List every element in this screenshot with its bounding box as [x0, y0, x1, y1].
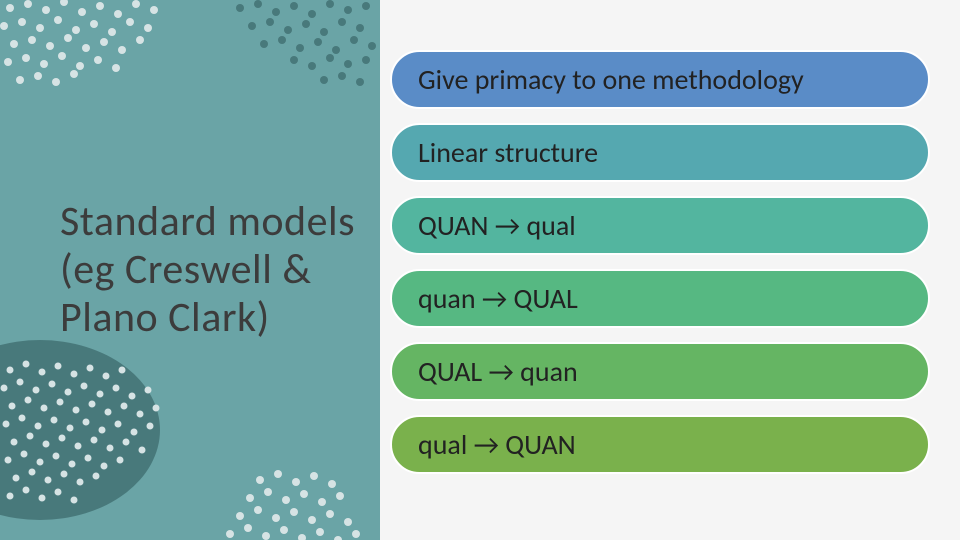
pill-0-text: Give primacy to one methodology — [418, 62, 804, 97]
pill-1-text: Linear structure — [418, 135, 598, 170]
left-panel: Standard models (eg Creswell & Plano Cla… — [0, 0, 380, 540]
pill-0: Give primacy to one methodology — [390, 50, 930, 109]
slide: Standard models (eg Creswell & Plano Cla… — [0, 0, 960, 540]
pill-2-text: QUAN → qual — [418, 208, 576, 243]
pill-5: qual → QUAN — [390, 415, 930, 474]
pill-3: quan → QUAL — [390, 269, 930, 328]
pill-4-text: QUAL → quan — [418, 354, 578, 389]
right-panel: Give primacy to one methodology Linear s… — [380, 0, 960, 540]
pill-5-text: qual → QUAN — [418, 427, 576, 462]
pill-1: Linear structure — [390, 123, 930, 182]
left-title: Standard models (eg Creswell & Plano Cla… — [60, 198, 360, 343]
pill-3-text: quan → QUAL — [418, 281, 578, 316]
pill-2: QUAN → qual — [390, 196, 930, 255]
pill-4: QUAL → quan — [390, 342, 930, 401]
